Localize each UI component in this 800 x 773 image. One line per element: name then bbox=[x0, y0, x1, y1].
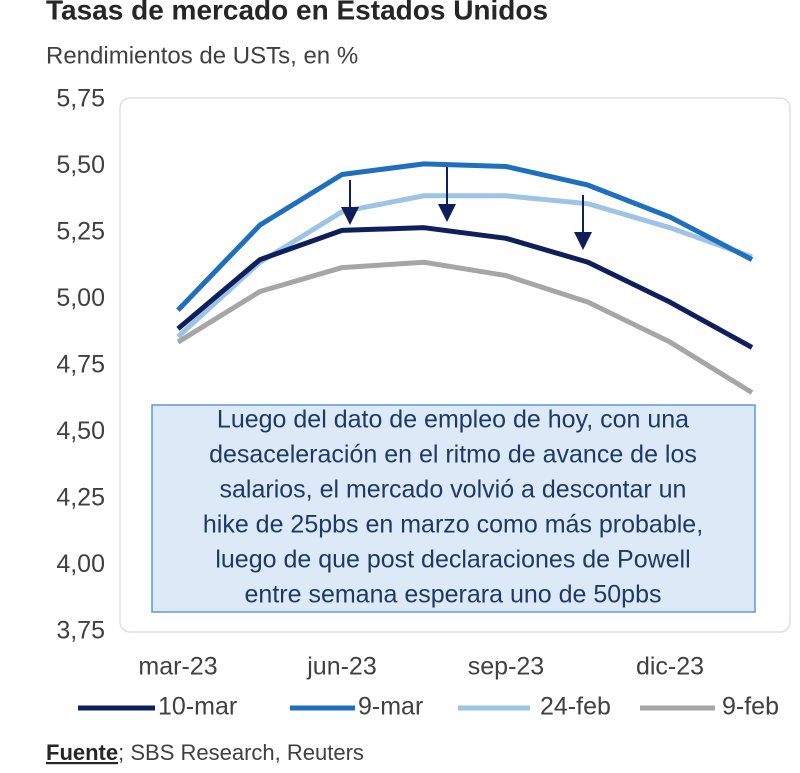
annotation-line: hike de 25pbs en marzo como más probable… bbox=[203, 511, 703, 539]
y-tick-label: 5,50 bbox=[56, 151, 105, 179]
annotation-box bbox=[151, 404, 756, 613]
y-tick-label: 4,75 bbox=[56, 351, 105, 379]
chart-subtitle: Rendimientos de USTs, en % bbox=[46, 42, 358, 69]
chart-title: Tasas de mercado en Estados Unidos bbox=[46, 0, 548, 25]
y-tick-label: 5,75 bbox=[56, 85, 105, 113]
annotation-line: desaceleración en el ritmo de avance de … bbox=[209, 441, 697, 469]
annotation-line: entre semana esperara uno de 50pbs bbox=[245, 581, 662, 609]
series-line bbox=[176, 259, 754, 395]
series-line bbox=[176, 225, 754, 350]
legend-label: 9-feb bbox=[722, 693, 779, 721]
plot-frame bbox=[119, 97, 791, 633]
annotation-line: salarios, el mercado volvió a descontar … bbox=[220, 476, 687, 504]
legend-label: 10-mar bbox=[158, 693, 237, 721]
y-tick-label: 3,75 bbox=[56, 617, 105, 645]
y-tick-label: 5,00 bbox=[56, 284, 105, 312]
source: Fuente; SBS Research, Reuters bbox=[46, 740, 364, 765]
legend-label: 24-feb bbox=[540, 693, 611, 721]
annotation-line: Luego del dato de empleo de hoy, con una bbox=[217, 406, 689, 434]
x-tick-label: dic-23 bbox=[636, 653, 704, 681]
arrow-head bbox=[438, 204, 456, 222]
arrows bbox=[341, 167, 592, 250]
source-text: ; SBS Research, Reuters bbox=[118, 740, 364, 765]
arrow-head bbox=[341, 207, 359, 225]
annotation-line: luego de que post declaraciones de Powel… bbox=[215, 546, 690, 574]
y-tick-label: 4,25 bbox=[56, 484, 105, 512]
x-tick-label: jun-23 bbox=[306, 653, 377, 681]
series-line bbox=[176, 161, 754, 312]
x-tick-label: sep-23 bbox=[468, 653, 544, 681]
x-tick-label: mar-23 bbox=[138, 653, 217, 681]
y-tick-label: 4,00 bbox=[56, 550, 105, 578]
legend-label: 9-mar bbox=[358, 693, 423, 721]
y-tick-label: 4,50 bbox=[56, 417, 105, 445]
arrow-head bbox=[574, 232, 592, 250]
y-tick-label: 5,25 bbox=[56, 218, 105, 246]
source-label: Fuente bbox=[46, 740, 118, 765]
